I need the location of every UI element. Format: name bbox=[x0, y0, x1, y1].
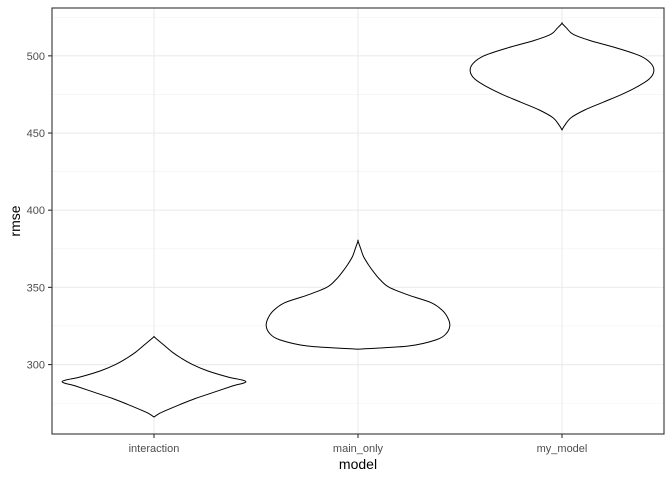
y-tick-label: 400 bbox=[27, 205, 45, 217]
violin-my_model bbox=[469, 22, 655, 131]
y-axis-title: rmse bbox=[7, 205, 23, 236]
x-tick-label: main_only bbox=[333, 443, 384, 455]
violin-interaction bbox=[61, 335, 247, 418]
y-tick-label: 300 bbox=[27, 360, 45, 372]
x-tick-label: my_model bbox=[537, 443, 588, 455]
y-axis-ticks: 300 350 400 450 500 bbox=[27, 51, 52, 372]
x-axis-title: model bbox=[339, 456, 377, 472]
y-tick-label: 350 bbox=[27, 282, 45, 294]
x-tick-label: interaction bbox=[129, 443, 180, 455]
violins bbox=[61, 22, 655, 418]
x-axis-ticks: interaction main_only my_model bbox=[129, 434, 588, 455]
y-tick-label: 450 bbox=[27, 128, 45, 140]
violin-main_only bbox=[265, 239, 451, 350]
y-tick-label: 500 bbox=[27, 51, 45, 63]
